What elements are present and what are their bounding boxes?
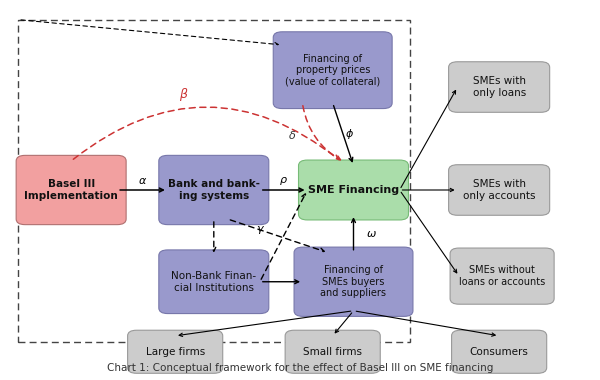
FancyBboxPatch shape	[285, 330, 380, 373]
Text: Chart 1: Conceptual framework for the effect of Basel III on SME financing: Chart 1: Conceptual framework for the ef…	[107, 364, 493, 374]
Text: SMEs without
loans or accounts: SMEs without loans or accounts	[459, 265, 545, 287]
Text: $\omega$: $\omega$	[366, 228, 377, 239]
Text: Non-Bank Finan-
cial Institutions: Non-Bank Finan- cial Institutions	[171, 271, 256, 293]
Text: Small firms: Small firms	[303, 347, 362, 357]
FancyBboxPatch shape	[452, 330, 547, 373]
FancyBboxPatch shape	[450, 248, 554, 304]
FancyBboxPatch shape	[159, 250, 269, 314]
Text: Basel III
Implementation: Basel III Implementation	[24, 179, 118, 201]
Text: SMEs with
only loans: SMEs with only loans	[473, 76, 526, 98]
FancyBboxPatch shape	[449, 165, 550, 215]
FancyBboxPatch shape	[294, 247, 413, 317]
Text: Financing of
property prices
(value of collateral): Financing of property prices (value of c…	[285, 54, 380, 87]
Text: $\alpha$: $\alpha$	[138, 176, 147, 186]
Text: $\beta$: $\beta$	[179, 86, 189, 103]
Text: $\phi$: $\phi$	[345, 127, 354, 141]
FancyBboxPatch shape	[273, 32, 392, 109]
FancyBboxPatch shape	[128, 330, 223, 373]
FancyBboxPatch shape	[449, 62, 550, 112]
Text: SME Financing: SME Financing	[308, 185, 399, 195]
Text: SMEs with
only accounts: SMEs with only accounts	[463, 179, 535, 201]
FancyBboxPatch shape	[16, 155, 126, 225]
Text: Financing of
SMEs buyers
and suppliers: Financing of SMEs buyers and suppliers	[320, 265, 386, 298]
FancyBboxPatch shape	[299, 160, 409, 220]
Text: Bank and bank-
ing systems: Bank and bank- ing systems	[168, 179, 260, 201]
FancyBboxPatch shape	[159, 155, 269, 225]
Text: $\rho$: $\rho$	[279, 175, 288, 187]
Text: Consumers: Consumers	[470, 347, 529, 357]
Text: Large firms: Large firms	[146, 347, 205, 357]
Text: $\delta$: $\delta$	[288, 128, 296, 141]
Text: $\gamma$: $\gamma$	[256, 223, 265, 236]
